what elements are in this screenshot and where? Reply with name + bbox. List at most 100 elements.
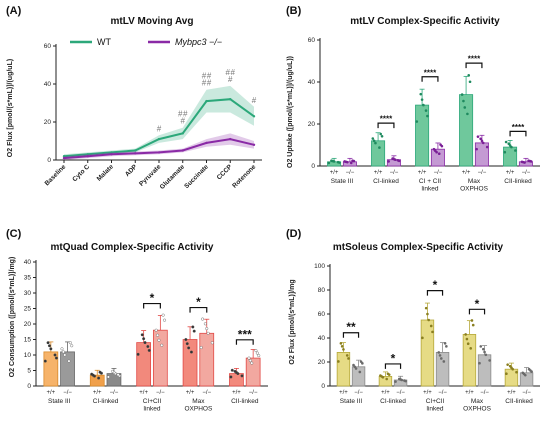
data-point <box>210 341 214 345</box>
significance-bracket <box>384 363 402 369</box>
data-point <box>385 377 389 381</box>
data-point <box>371 137 375 140</box>
data-point <box>422 103 425 107</box>
data-point <box>505 372 508 376</box>
significance-label: **** <box>512 123 525 132</box>
data-point <box>480 139 484 143</box>
data-point <box>47 344 51 348</box>
data-point <box>351 159 354 162</box>
data-point <box>349 161 353 165</box>
data-point <box>230 368 234 372</box>
significance-bracket <box>509 130 527 137</box>
data-point <box>337 360 340 363</box>
data-point <box>359 360 363 363</box>
bar <box>519 372 534 387</box>
category-label: CII-linked <box>504 178 532 185</box>
y-tick-label: 20 <box>318 359 326 366</box>
data-point <box>424 306 428 310</box>
significance-hash: # <box>178 110 183 119</box>
data-point <box>187 346 191 350</box>
data-point <box>514 149 517 152</box>
data-point <box>415 120 419 123</box>
bar <box>378 375 393 387</box>
significance-hash: # <box>181 117 186 126</box>
panel-d-letter: (D) <box>286 228 302 240</box>
data-point <box>254 349 258 353</box>
data-point <box>63 353 67 357</box>
genotype-label: −/− <box>478 170 487 176</box>
bar <box>351 366 366 387</box>
data-point <box>46 341 50 345</box>
data-point <box>463 106 467 109</box>
data-point <box>484 353 488 357</box>
category-label: OXPHOS <box>463 406 491 413</box>
series-point <box>229 98 232 101</box>
series-point <box>86 155 89 158</box>
data-point <box>394 380 397 383</box>
data-point <box>374 141 377 145</box>
panel-a-ylabel: O2 Flux [pmol/(s*mL)]/(ug/uL) <box>7 59 14 157</box>
data-point <box>506 363 509 366</box>
significance-hash: # <box>226 68 231 77</box>
genotype-label: +/+ <box>462 170 471 176</box>
data-point <box>475 147 478 151</box>
category-label: Max <box>192 398 205 405</box>
data-point <box>339 342 343 345</box>
data-point <box>140 333 144 337</box>
genotype-label: −/− <box>202 390 211 396</box>
genotype-label: +/+ <box>465 390 474 396</box>
category-label: CI+CII <box>143 398 162 405</box>
data-point <box>483 350 486 354</box>
data-point <box>478 361 481 365</box>
significance-bracket <box>426 290 444 296</box>
data-point <box>470 319 474 322</box>
genotype-label: −/− <box>522 170 531 176</box>
data-point <box>163 318 167 322</box>
data-point <box>61 350 65 354</box>
data-point <box>358 370 362 374</box>
data-point <box>90 372 94 376</box>
category-label: CI-linked <box>373 178 399 185</box>
significance-bracket <box>468 308 486 315</box>
data-point <box>503 150 507 154</box>
significance-label: ** <box>346 320 356 334</box>
category-label: Max <box>468 178 481 185</box>
data-point <box>98 370 102 374</box>
y-tick-label: 80 <box>318 287 326 294</box>
category-label: CI + CII <box>419 178 441 185</box>
data-point <box>442 360 446 363</box>
data-point <box>240 374 244 378</box>
series-point <box>181 149 184 152</box>
data-point <box>507 142 511 145</box>
significance-hash: # <box>202 72 207 81</box>
series-point <box>86 153 89 156</box>
significance-label: * <box>433 278 438 292</box>
data-point <box>327 161 331 165</box>
data-point <box>43 359 47 363</box>
series-point <box>62 155 66 158</box>
data-point <box>432 147 436 151</box>
genotype-label: +/+ <box>330 170 339 176</box>
panel-a-legend: WT Mybpc3 −/− <box>70 37 222 47</box>
data-point <box>116 373 120 377</box>
data-point <box>201 317 205 321</box>
bar <box>420 319 435 387</box>
data-point <box>191 325 195 329</box>
significance-bracket <box>235 339 254 345</box>
bar <box>199 332 215 387</box>
data-point <box>527 367 531 371</box>
x-tick-label: Malate <box>96 163 116 183</box>
data-point <box>427 318 431 322</box>
bar <box>430 148 445 167</box>
data-point <box>147 348 151 352</box>
data-point <box>398 377 401 381</box>
data-point <box>479 345 483 348</box>
series-point <box>157 151 161 154</box>
data-point <box>439 143 442 146</box>
data-point <box>429 324 433 328</box>
x-tick-label: CCCP <box>216 163 234 181</box>
category-label: State III <box>340 398 363 405</box>
data-point <box>469 347 473 350</box>
data-point <box>203 322 207 326</box>
